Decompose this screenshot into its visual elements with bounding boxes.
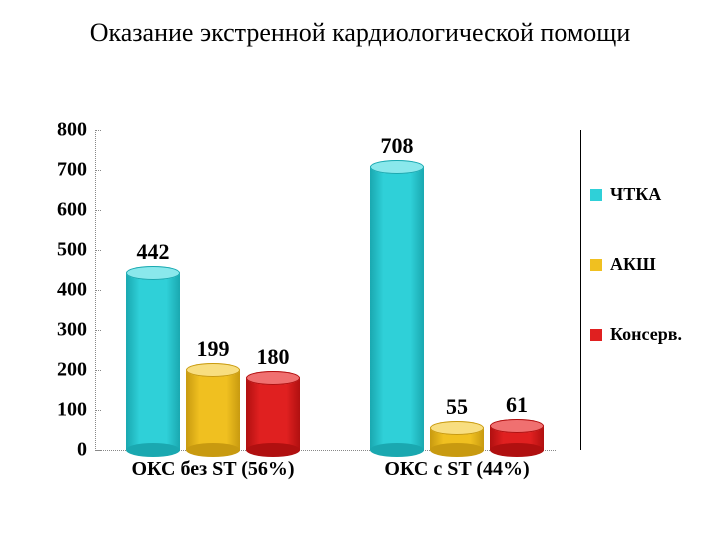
ytick-label: 200 (37, 359, 87, 382)
bar-value-label: 442 (126, 239, 180, 265)
ytick-label: 800 (37, 119, 87, 142)
bar: 180 (246, 378, 300, 450)
ytick-gridline (95, 290, 101, 291)
ytick-label: 0 (37, 439, 87, 462)
ytick-label: 500 (37, 239, 87, 262)
x-category-label: ОКС без ST (56%) (131, 458, 294, 481)
bar-value-label: 61 (490, 392, 544, 418)
legend-label: Консерв. (610, 325, 682, 345)
x-category-label: ОКС с ST (44%) (384, 458, 529, 481)
legend-item: Консерв. (590, 325, 710, 345)
legend-swatch (590, 189, 602, 201)
ytick-label: 700 (37, 159, 87, 182)
ytick-label: 400 (37, 279, 87, 302)
legend-item: АКШ (590, 255, 710, 275)
ytick-label: 100 (37, 399, 87, 422)
bar: 442 (126, 273, 180, 450)
ytick-gridline (95, 250, 101, 251)
legend-label: АКШ (610, 255, 656, 275)
legend-label: ЧТКА (610, 185, 661, 205)
ytick-gridline (95, 410, 101, 411)
legend: ЧТКА АКШ Консерв. (590, 185, 710, 394)
legend-item: ЧТКА (590, 185, 710, 205)
ytick-gridline (95, 130, 101, 131)
legend-divider (580, 130, 581, 450)
chart-title: Оказание экстренной кардиологической пом… (0, 18, 720, 48)
bar-value-label: 708 (370, 133, 424, 159)
legend-swatch (590, 259, 602, 271)
ytick-gridline (95, 370, 101, 371)
bar: 55 (430, 428, 484, 450)
bar-value-label: 199 (186, 336, 240, 362)
ytick-gridline (95, 210, 101, 211)
bar: 708 (370, 167, 424, 450)
bar-value-label: 55 (430, 394, 484, 420)
legend-swatch (590, 329, 602, 341)
bar: 61 (490, 426, 544, 450)
ytick-gridline (95, 450, 101, 451)
bar: 199 (186, 370, 240, 450)
ytick-gridline (95, 330, 101, 331)
ytick-gridline (95, 170, 101, 171)
ytick-label: 300 (37, 319, 87, 342)
bar-value-label: 180 (246, 344, 300, 370)
ytick-label: 600 (37, 199, 87, 222)
